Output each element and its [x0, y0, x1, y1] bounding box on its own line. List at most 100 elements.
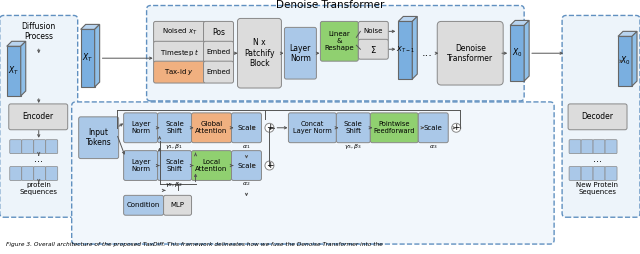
Text: Scale: Scale [424, 125, 443, 131]
FancyBboxPatch shape [10, 167, 22, 180]
Text: Scale
Shift: Scale Shift [165, 159, 184, 172]
Text: ...: ... [593, 154, 602, 164]
FancyBboxPatch shape [232, 151, 262, 180]
FancyBboxPatch shape [191, 113, 232, 143]
Text: N x
Patchify
Block: N x Patchify Block [244, 38, 275, 68]
FancyBboxPatch shape [358, 21, 388, 41]
Text: Embed: Embed [207, 69, 230, 75]
FancyBboxPatch shape [605, 167, 617, 180]
Text: Encoder: Encoder [22, 112, 54, 121]
Text: $\gamma_2, \beta_2$: $\gamma_2, \beta_2$ [166, 180, 184, 189]
Text: $X_0$: $X_0$ [620, 55, 630, 67]
FancyBboxPatch shape [79, 117, 118, 158]
Polygon shape [398, 21, 412, 79]
Polygon shape [618, 36, 632, 86]
Text: $X_T$: $X_T$ [8, 65, 19, 77]
Text: Layer
Norm: Layer Norm [131, 121, 150, 134]
Text: Denoise
Transformer: Denoise Transformer [447, 43, 493, 63]
Text: Diffusion
Process: Diffusion Process [22, 22, 56, 41]
FancyBboxPatch shape [154, 61, 205, 83]
Circle shape [265, 123, 274, 132]
FancyBboxPatch shape [419, 113, 448, 143]
Text: Layer
Norm: Layer Norm [290, 43, 311, 63]
FancyBboxPatch shape [321, 21, 358, 61]
FancyBboxPatch shape [191, 151, 232, 180]
FancyBboxPatch shape [157, 113, 191, 143]
Text: Scale
Shift: Scale Shift [344, 121, 363, 134]
FancyBboxPatch shape [10, 140, 22, 154]
FancyBboxPatch shape [72, 102, 554, 244]
Text: $\alpha_3$: $\alpha_3$ [429, 143, 438, 151]
Polygon shape [618, 31, 637, 36]
FancyBboxPatch shape [562, 15, 640, 217]
Polygon shape [7, 41, 26, 46]
Text: $\Sigma$: $\Sigma$ [370, 44, 377, 55]
Polygon shape [510, 20, 529, 25]
Text: Linear
&
Reshape: Linear & Reshape [324, 31, 354, 51]
FancyBboxPatch shape [22, 140, 34, 154]
FancyBboxPatch shape [581, 140, 593, 154]
Polygon shape [7, 46, 20, 96]
Text: Pointwise
Feedforward: Pointwise Feedforward [374, 121, 415, 134]
FancyBboxPatch shape [157, 151, 191, 180]
Polygon shape [412, 17, 417, 79]
FancyBboxPatch shape [569, 167, 581, 180]
Text: Pos: Pos [212, 28, 225, 37]
Text: $\alpha_1$: $\alpha_1$ [242, 143, 251, 151]
Text: Condition: Condition [127, 202, 160, 208]
FancyBboxPatch shape [9, 104, 68, 130]
Text: Scale
Shift: Scale Shift [165, 121, 184, 134]
Text: $\gamma_1, \beta_1$: $\gamma_1, \beta_1$ [166, 142, 184, 151]
FancyBboxPatch shape [22, 167, 34, 180]
FancyBboxPatch shape [237, 19, 282, 88]
FancyBboxPatch shape [568, 104, 627, 130]
FancyBboxPatch shape [569, 140, 581, 154]
Polygon shape [95, 24, 100, 87]
Text: Timestep $t$: Timestep $t$ [160, 47, 200, 58]
Text: Concat
Layer Norm: Concat Layer Norm [293, 121, 332, 134]
FancyBboxPatch shape [204, 41, 234, 63]
Polygon shape [398, 17, 417, 21]
Text: Noise: Noise [364, 28, 383, 34]
Text: Scale: Scale [237, 125, 256, 131]
Text: +: + [266, 123, 273, 132]
Polygon shape [524, 20, 529, 81]
Text: ...: ... [34, 154, 44, 164]
FancyBboxPatch shape [232, 113, 262, 143]
Text: Scale: Scale [237, 163, 256, 169]
Text: $X_T$: $X_T$ [82, 52, 93, 65]
FancyBboxPatch shape [581, 167, 593, 180]
FancyBboxPatch shape [284, 27, 316, 79]
Polygon shape [81, 29, 95, 87]
Text: Layer
Norm: Layer Norm [131, 159, 150, 172]
FancyBboxPatch shape [147, 6, 524, 101]
FancyBboxPatch shape [337, 113, 371, 143]
FancyBboxPatch shape [154, 41, 205, 63]
FancyBboxPatch shape [358, 39, 388, 59]
FancyBboxPatch shape [124, 113, 157, 143]
FancyBboxPatch shape [124, 195, 164, 215]
Text: $X_0$: $X_0$ [512, 47, 522, 59]
FancyBboxPatch shape [289, 113, 337, 143]
Text: $X_{T-1}$: $X_{T-1}$ [396, 45, 415, 55]
Text: $\alpha_2$: $\alpha_2$ [243, 181, 251, 188]
Text: Global
Attention: Global Attention [195, 121, 228, 134]
FancyBboxPatch shape [154, 21, 205, 43]
FancyBboxPatch shape [34, 140, 45, 154]
FancyBboxPatch shape [437, 21, 503, 85]
FancyBboxPatch shape [593, 140, 605, 154]
FancyBboxPatch shape [45, 140, 58, 154]
Polygon shape [81, 24, 100, 29]
Text: Input
Tokens: Input Tokens [86, 128, 111, 147]
FancyBboxPatch shape [371, 113, 419, 143]
Text: New Protein
Sequences: New Protein Sequences [576, 182, 618, 195]
Text: Decoder: Decoder [582, 112, 614, 121]
FancyBboxPatch shape [204, 21, 234, 43]
FancyBboxPatch shape [204, 61, 234, 83]
Text: Figure 3. Overall architecture of the proposed TaxDiff. This framework delineate: Figure 3. Overall architecture of the pr… [6, 242, 383, 247]
Polygon shape [510, 25, 524, 81]
FancyBboxPatch shape [124, 151, 157, 180]
FancyBboxPatch shape [605, 140, 617, 154]
Text: ...: ... [422, 48, 433, 58]
FancyBboxPatch shape [593, 167, 605, 180]
